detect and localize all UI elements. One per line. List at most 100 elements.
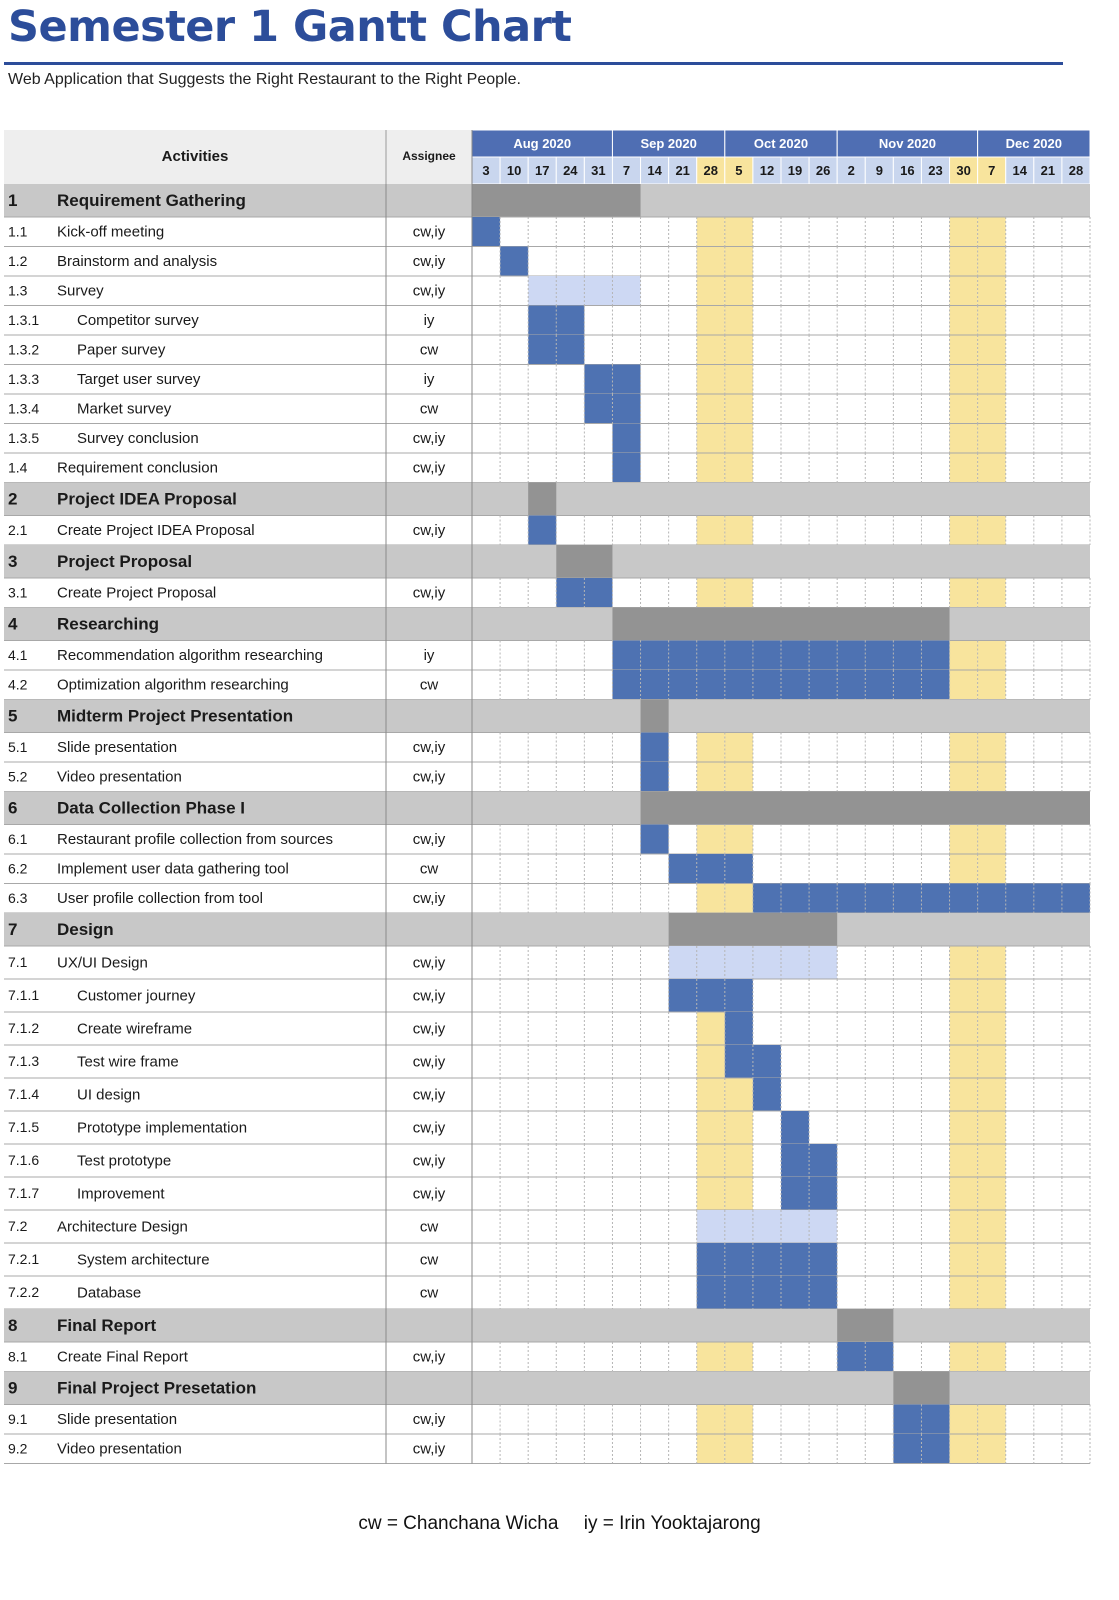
task-bar	[640, 762, 669, 792]
week-label-1: 10	[507, 163, 521, 178]
task-bar	[528, 515, 557, 545]
group-number: 5	[8, 706, 17, 725]
group-name: Midterm Project Presentation	[57, 706, 293, 725]
week-label-9: 5	[735, 163, 742, 178]
week-label-3: 24	[563, 163, 578, 178]
task-assignee: cw,iy	[413, 283, 446, 300]
page-subtitle: Web Application that Suggests the Right …	[8, 71, 521, 88]
task-name: Market survey	[77, 401, 172, 418]
group-number: 6	[8, 798, 17, 817]
task-assignee: cw	[420, 401, 439, 418]
week-label-11: 19	[788, 163, 802, 178]
task-name: Restaurant profile collection from sourc…	[57, 831, 333, 848]
task-number: 6.1	[8, 831, 28, 847]
task-number: 1.3.4	[8, 400, 39, 416]
task-bar	[696, 1243, 838, 1276]
task-number: 7.1.2	[8, 1020, 39, 1036]
week-cell-5	[611, 156, 642, 185]
week-cell-3	[555, 156, 585, 185]
task-assignee: cw,iy	[413, 831, 446, 848]
group-name: Project IDEA Proposal	[57, 489, 237, 508]
task-name: Requirement conclusion	[57, 460, 218, 477]
task-name: Survey conclusion	[77, 430, 199, 447]
week-label-12: 26	[816, 163, 830, 178]
week-label-8: 28	[704, 163, 718, 178]
week-label-20: 21	[1041, 163, 1055, 178]
task-assignee: cw,iy	[413, 1086, 446, 1103]
task-number: 7.1.4	[8, 1086, 39, 1102]
task-bar	[640, 824, 669, 854]
task-name: Competitor survey	[77, 312, 199, 329]
task-assignee: cw,iy	[413, 1020, 446, 1037]
task-bar	[781, 1111, 810, 1144]
task-bar	[696, 1276, 838, 1309]
task-assignee: cw,iy	[413, 769, 446, 786]
task-number: 9.1	[8, 1411, 28, 1427]
group-row-bg	[4, 699, 1090, 733]
task-number: 1.3.2	[8, 341, 39, 357]
task-name: Survey	[57, 283, 104, 300]
task-number: 5.2	[8, 768, 28, 784]
task-assignee: cw	[420, 342, 439, 359]
week-cell-16	[920, 156, 951, 185]
week-label-21: 28	[1069, 163, 1083, 178]
legend-cw: cw = Chanchana Wicha	[358, 1513, 559, 1534]
task-name: Test wire frame	[77, 1053, 179, 1070]
task-number: 1.3	[8, 282, 28, 298]
task-number: 1.1	[8, 223, 28, 239]
task-number: 1.3.5	[8, 430, 39, 446]
task-assignee: iy	[424, 647, 435, 664]
task-assignee: cw,iy	[413, 460, 446, 477]
task-assignee: iy	[424, 371, 435, 388]
task-number: 1.2	[8, 253, 28, 269]
task-number: 7.2.2	[8, 1284, 39, 1300]
task-name: Architecture Design	[57, 1218, 188, 1235]
task-bar	[752, 1078, 781, 1111]
group-name: Requirement Gathering	[57, 191, 246, 210]
task-assignee: cw,iy	[413, 1441, 446, 1458]
task-assignee: cw,iy	[413, 739, 446, 756]
task-assignee: cw	[420, 1251, 439, 1268]
header-cell	[4, 130, 472, 184]
task-name: Implement user data gathering tool	[57, 861, 289, 878]
task-assignee: cw,iy	[413, 585, 446, 602]
task-number: 7.1.5	[8, 1119, 39, 1135]
task-bar	[640, 732, 669, 762]
task-assignee: iy	[424, 312, 435, 329]
task-assignee: cw,iy	[413, 224, 446, 241]
task-number: 9.2	[8, 1440, 28, 1456]
task-assignee: cw,iy	[413, 1152, 446, 1169]
month-label-0: Aug 2020	[513, 136, 571, 151]
group-name: Project Proposal	[57, 552, 192, 571]
week-label-7: 21	[675, 163, 689, 178]
task-bar	[668, 979, 753, 1012]
task-name: Video presentation	[57, 769, 182, 786]
task-assignee: cw,iy	[413, 987, 446, 1004]
task-bar	[500, 246, 529, 276]
task-name: Slide presentation	[57, 739, 177, 756]
group-number: 2	[8, 489, 17, 508]
task-bar	[612, 453, 641, 483]
group-bar	[612, 607, 950, 641]
task-number: 7.1.7	[8, 1185, 39, 1201]
task-number: 7.2	[8, 1218, 28, 1234]
task-assignee: cw,iy	[413, 1185, 446, 1202]
task-name: Video presentation	[57, 1441, 182, 1458]
task-number: 6.2	[8, 860, 28, 876]
task-assignee: cw,iy	[413, 1411, 446, 1428]
task-assignee: cw,iy	[413, 954, 446, 971]
week-label-17: 30	[956, 163, 970, 178]
task-name: Paper survey	[77, 342, 166, 359]
task-assignee: cw,iy	[413, 1053, 446, 1070]
week-cell-11	[780, 156, 810, 185]
group-number: 3	[8, 552, 17, 571]
week-label-14: 9	[876, 163, 883, 178]
group-name: Final Project Presetation	[57, 1378, 256, 1397]
task-number: 1.3.1	[8, 312, 39, 328]
task-assignee: cw,iy	[413, 1119, 446, 1136]
group-bar	[640, 699, 669, 733]
week-label-2: 17	[535, 163, 549, 178]
month-label-1: Sep 2020	[640, 136, 696, 151]
task-number: 3.1	[8, 584, 28, 600]
task-bar	[724, 1012, 753, 1045]
